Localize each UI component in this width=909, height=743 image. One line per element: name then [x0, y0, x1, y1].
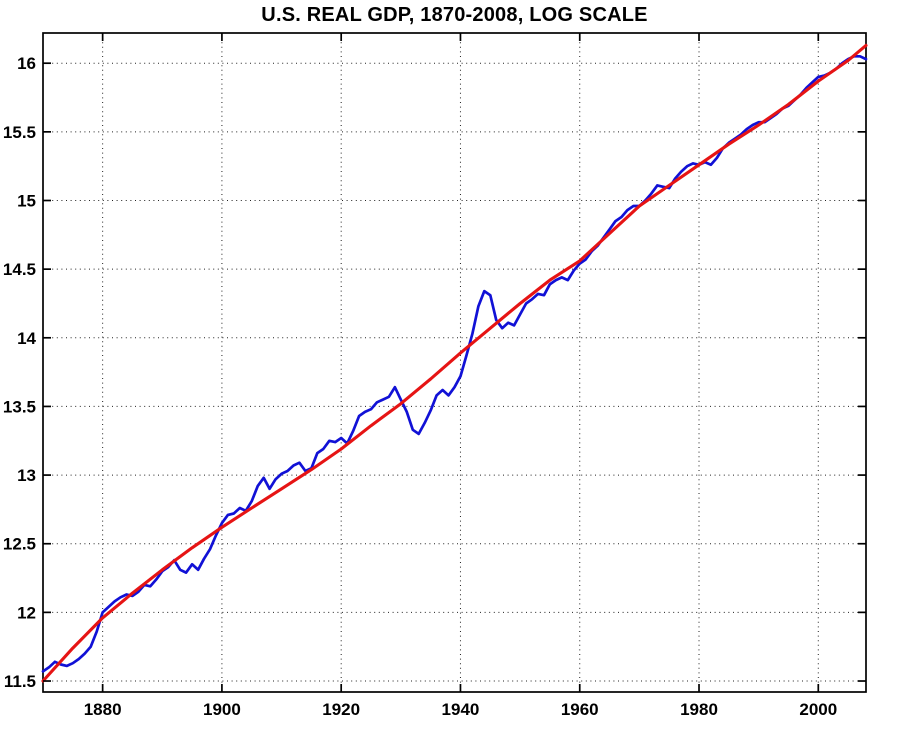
- y-tick-label: 13: [17, 466, 36, 485]
- chart-title: U.S. REAL GDP, 1870-2008, LOG SCALE: [261, 4, 648, 26]
- trend-line: [41, 43, 868, 683]
- y-tick-label: 11.5: [4, 672, 36, 691]
- plot-border: [42, 32, 867, 693]
- y-tick-label: 15: [17, 191, 36, 210]
- tick-labels: 1880 1900 1920 1940 1960 1980 2000 11.5 12 12.5 13…: [3, 54, 837, 719]
- x-tick-label: 1880: [84, 700, 122, 719]
- x-tick-label: 1900: [203, 700, 241, 719]
- y-tick-label: 12.5: [3, 535, 36, 554]
- x-tick-label: 1960: [561, 700, 599, 719]
- y-tick-label: 15.5: [3, 123, 36, 142]
- y-tick-label: 16: [17, 54, 36, 73]
- x-tick-label: 1920: [322, 700, 360, 719]
- x-tick-label: 1980: [680, 700, 718, 719]
- y-tick-label: 14: [17, 329, 36, 348]
- x-tick-label: 1940: [442, 700, 480, 719]
- y-tick-label: 13.5: [3, 397, 36, 416]
- gridlines: [43, 33, 866, 692]
- axis-ticks: [43, 33, 866, 692]
- series-group: [41, 43, 868, 683]
- y-tick-label: 14.5: [3, 260, 36, 279]
- y-tick-label: 12: [17, 603, 36, 622]
- gdp-line: [41, 54, 868, 673]
- x-tick-label: 2000: [799, 700, 837, 719]
